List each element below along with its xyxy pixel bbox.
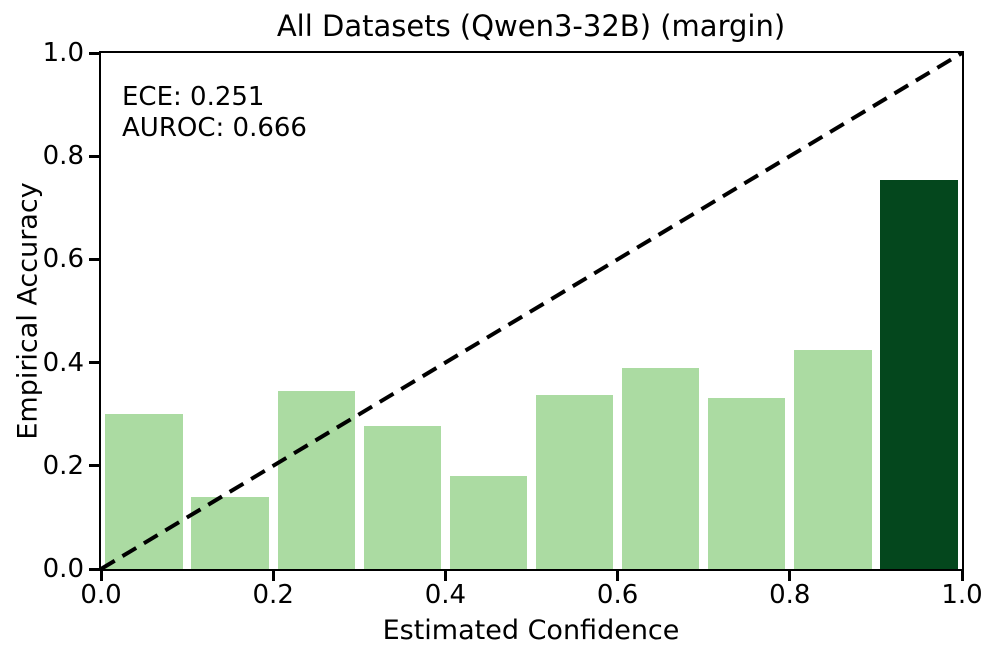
x-tick-mark	[99, 571, 103, 581]
x-tick-mark	[788, 571, 792, 581]
y-tick-mark	[89, 567, 99, 571]
y-tick-label: 0.2	[42, 450, 84, 481]
calibration-bar	[880, 180, 958, 569]
x-tick-label: 1.0	[941, 580, 983, 610]
x-tick-label: 0.0	[80, 580, 122, 610]
x-axis-label: Estimated Confidence	[382, 615, 680, 646]
x-tick-mark	[616, 571, 620, 581]
x-tick-label: 0.2	[252, 580, 294, 610]
calibration-bar	[535, 394, 614, 569]
x-tick-mark	[271, 571, 275, 581]
calibration-bar	[449, 475, 528, 569]
y-tick-label: 0.4	[42, 347, 84, 378]
plot-area: 0.0 0.2 0.4 0.6 0.8 1.0 0.0 0.2 0.4 0.6 0.8 1.0	[43, 38, 983, 610]
y-tick-label: 0.6	[42, 244, 84, 275]
x-tick-label: 0.8	[769, 580, 811, 610]
x-tick-mark	[960, 571, 964, 581]
calibration-bar	[621, 367, 700, 569]
y-tick-mark	[89, 154, 99, 158]
calibration-bar	[794, 349, 872, 569]
x-tick-label: 0.4	[424, 580, 467, 610]
y-tick-mark	[89, 257, 99, 261]
calibration-bar	[708, 397, 786, 569]
y-tick-mark	[89, 51, 99, 55]
calibration-bar	[105, 414, 183, 569]
x-tick-label: 0.6	[596, 580, 639, 610]
y-tick-mark	[89, 361, 99, 365]
calibration-bar	[363, 426, 442, 569]
chart-title: All Datasets (Qwen3-32B) (margin)	[276, 9, 786, 43]
y-axis-label: Empirical Accuracy	[12, 182, 44, 440]
calibration-bar	[277, 390, 355, 569]
x-tick-mark	[443, 571, 447, 581]
y-tick-label: 0.0	[42, 554, 84, 584]
y-tick-label: 0.8	[42, 141, 84, 172]
y-tick-label: 1.0	[42, 38, 84, 68]
y-tick-mark	[89, 464, 99, 468]
calibration-bar	[191, 496, 269, 569]
